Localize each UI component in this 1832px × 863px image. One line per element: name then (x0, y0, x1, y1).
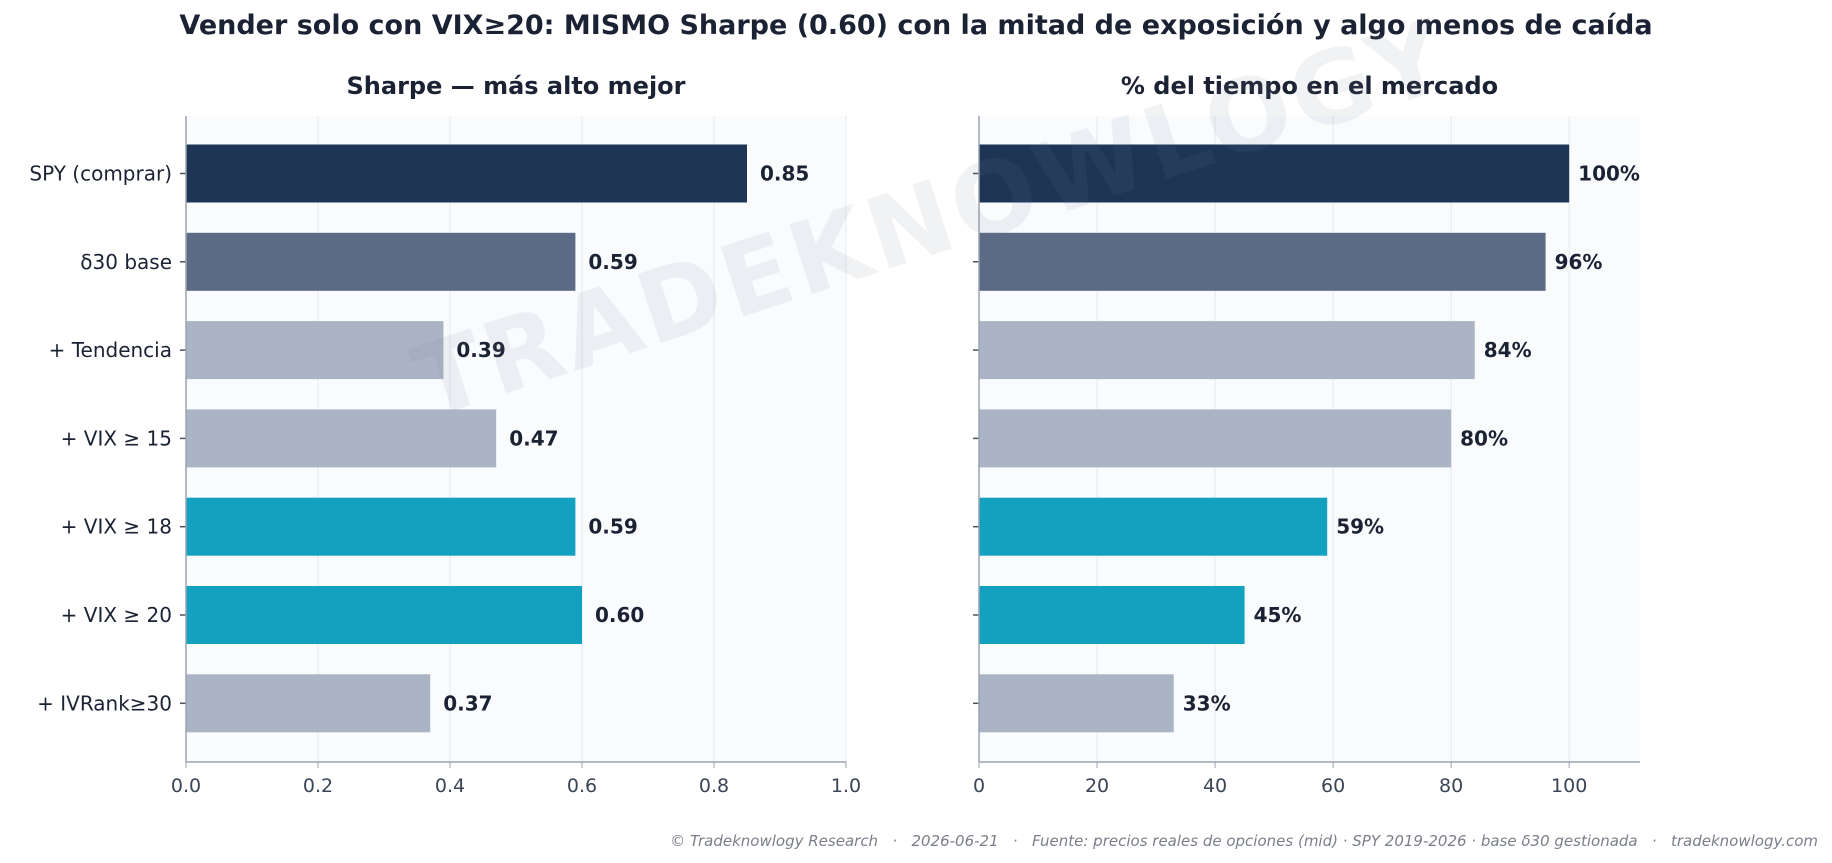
market-time-value-label: 33% (1183, 691, 1231, 715)
sharpe-x-tick-label: 1.0 (831, 775, 861, 797)
sharpe-bar (186, 409, 497, 468)
sharpe-value-label: 0.47 (509, 426, 558, 450)
market-time-value-label: 45% (1254, 603, 1302, 627)
chart-title: Vender solo con VIX≥20: MISMO Sharpe (0.… (179, 10, 1653, 41)
market-time-bar (979, 497, 1328, 556)
sharpe-value-label: 0.39 (456, 338, 505, 362)
sharpe-bar (186, 674, 431, 733)
sharpe-x-tick-label: 0.6 (567, 775, 597, 797)
category-label: + VIX ≥ 18 (61, 515, 172, 539)
sharpe-bar (186, 497, 576, 556)
market-time-x-tick-label: 0 (973, 775, 985, 797)
market-time-value-label: 80% (1460, 426, 1508, 450)
market-time-value-label: 100% (1578, 162, 1640, 186)
market-time-value-label: 96% (1555, 250, 1603, 274)
sharpe-panel-title: Sharpe — más alto mejor (347, 72, 686, 100)
sharpe-value-label: 0.37 (443, 691, 492, 715)
sharpe-bar (186, 232, 576, 291)
market-time-bar (979, 232, 1546, 291)
sharpe-value-label: 0.59 (588, 250, 637, 274)
market-time-panel: 0 20 40 60 80 100 100% 96% 84% 80% 59% 45% 33% % del … (973, 72, 1640, 797)
category-label: SPY (comprar) (29, 162, 172, 186)
market-time-x-tick-label: 100 (1551, 775, 1587, 797)
market-time-bar (979, 674, 1174, 733)
sharpe-value-label: 0.60 (595, 603, 644, 627)
category-label: + Tendencia (49, 338, 172, 362)
market-time-x-tick-label: 20 (1085, 775, 1109, 797)
market-time-x-tick-label: 40 (1203, 775, 1227, 797)
category-label: + VIX ≥ 15 (61, 426, 172, 450)
market-time-bar (979, 586, 1245, 644)
sharpe-value-label: 0.59 (588, 515, 637, 539)
market-time-value-label: 84% (1484, 338, 1532, 362)
sharpe-x-tick-label: 0.8 (699, 775, 729, 797)
sharpe-x-tick-label: 0.0 (171, 775, 201, 797)
sharpe-x-tick-label: 0.2 (303, 775, 333, 797)
market-time-bar (979, 144, 1570, 203)
category-label: δ30 base (80, 250, 172, 274)
category-label: + VIX ≥ 20 (61, 603, 172, 627)
sharpe-bar (186, 586, 582, 644)
footer-credits: © Tradeknowlogy Research · 2026-06-21 · … (670, 832, 1818, 850)
market-time-panel-title: % del tiempo en el mercado (1121, 72, 1498, 100)
sharpe-bar (186, 144, 747, 203)
market-time-value-label: 59% (1336, 515, 1384, 539)
market-time-bar (979, 321, 1475, 380)
sharpe-value-label: 0.85 (760, 162, 809, 186)
sharpe-x-tick-label: 0.4 (435, 775, 465, 797)
market-time-x-tick-label: 60 (1321, 775, 1345, 797)
sharpe-panel: 0.0 0.2 0.4 0.6 0.8 1.0 0.85 SPY (comprar) 0.59 δ… (29, 72, 861, 797)
sharpe-bar (186, 321, 444, 380)
market-time-x-tick-label: 80 (1439, 775, 1463, 797)
market-time-bar (979, 409, 1452, 468)
category-label: + IVRank≥30 (37, 691, 172, 715)
